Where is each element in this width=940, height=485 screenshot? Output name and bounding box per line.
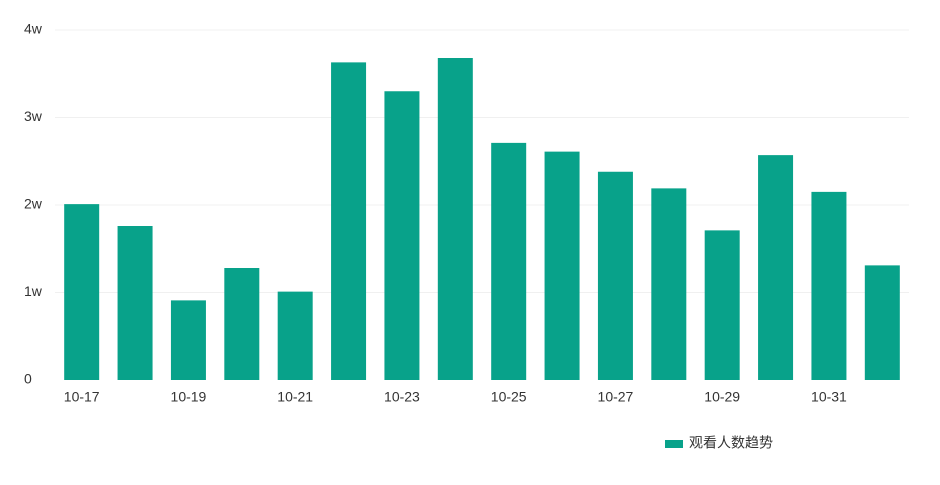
y-tick-label: 4w <box>24 21 43 37</box>
bar <box>224 268 260 380</box>
x-tick-label: 10-29 <box>704 389 740 405</box>
x-tick-label: 10-19 <box>171 389 207 405</box>
bar <box>491 142 527 380</box>
legend-swatch <box>665 440 683 448</box>
bar <box>64 204 100 380</box>
bar <box>544 151 580 380</box>
x-tick-label: 10-17 <box>64 389 100 405</box>
bar <box>704 230 740 380</box>
x-tick-label: 10-27 <box>598 389 634 405</box>
x-tick-label: 10-21 <box>277 389 313 405</box>
bar <box>117 226 153 380</box>
bar <box>331 62 367 380</box>
bar <box>651 188 687 380</box>
legend-label: 观看人数趋势 <box>689 435 773 451</box>
bar <box>864 265 900 380</box>
bar <box>170 300 206 380</box>
y-tick-label: 2w <box>24 196 43 212</box>
y-tick-label: 1w <box>24 283 43 299</box>
y-tick-label: 3w <box>24 108 43 124</box>
y-tick-label: 0 <box>24 371 32 387</box>
x-tick-label: 10-25 <box>491 389 527 405</box>
x-tick-label: 10-23 <box>384 389 420 405</box>
bar <box>384 91 420 380</box>
x-tick-label: 10-31 <box>811 389 847 405</box>
bar <box>437 58 473 380</box>
bar <box>277 291 313 380</box>
bar <box>758 155 794 380</box>
bar <box>597 171 633 380</box>
bar <box>811 191 847 380</box>
